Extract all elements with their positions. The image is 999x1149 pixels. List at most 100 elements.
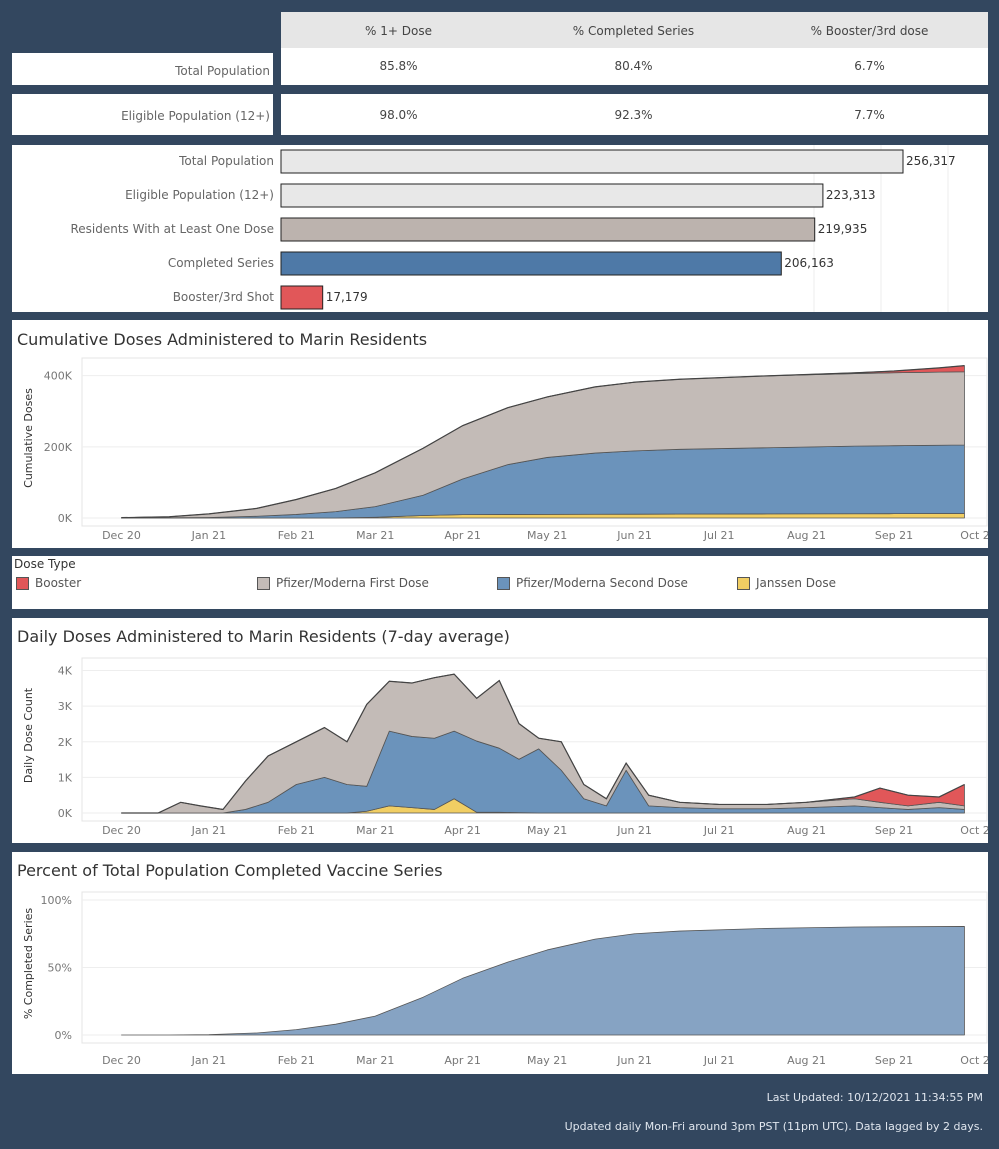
legend-item-first-dose[interactable]: Pfizer/Moderna First Dose xyxy=(257,576,429,590)
completed-title: Percent of Total Population Completed Va… xyxy=(17,861,443,880)
daily-panel: Daily Doses Administered to Marin Reside… xyxy=(12,618,988,843)
y-tick-label: 0K xyxy=(58,512,73,525)
legend-item-janssen[interactable]: Janssen Dose xyxy=(737,576,836,590)
x-tick-label: Jul 21 xyxy=(703,1054,735,1067)
x-tick-label: May 21 xyxy=(527,529,567,542)
x-tick-label: Dec 20 xyxy=(102,1054,141,1067)
cumulative-chart: 0K 200K 400K Cumulative Doses Dec 20 Jan 21 Fe… xyxy=(22,357,988,542)
x-tick-label: Apr 21 xyxy=(444,1054,481,1067)
last-updated: Last Updated: 10/12/2021 11:34:55 PM xyxy=(766,1091,983,1104)
total-1dose-value: 85.8% xyxy=(379,59,418,73)
legend-label-janssen: Janssen Dose xyxy=(756,576,837,590)
x-tick-label: Feb 21 xyxy=(278,824,315,837)
total-outline xyxy=(121,365,965,519)
y-tick-label: 1K xyxy=(58,771,73,784)
x-tick-label: Jul 21 xyxy=(703,529,735,542)
eligible-booster-value: 7.7% xyxy=(854,108,885,122)
daily-chart: 0K 1K 2K 3K 4K Daily Dose Count Dec 20 Jan 21 Fe… xyxy=(22,657,988,837)
counts-bar-chart: Total Population 256,317 Eligible Populati… xyxy=(70,145,956,312)
legend-item-second-dose[interactable]: Pfizer/Moderna Second Dose xyxy=(497,576,688,590)
bar-label: Total Population xyxy=(178,154,274,168)
y-tick-label: 400K xyxy=(44,370,73,383)
bar-label: Eligible Population (12+) xyxy=(125,188,274,202)
x-tick-label: Mar 21 xyxy=(356,824,394,837)
y-axis-label: Daily Dose Count xyxy=(22,687,35,783)
x-tick-label: Sep 21 xyxy=(875,824,913,837)
x-tick-label: Mar 21 xyxy=(356,1054,394,1067)
booster-swatch xyxy=(16,576,29,590)
eligible-1dose-value: 98.0% xyxy=(379,108,418,122)
x-tick-label: Feb 21 xyxy=(278,529,315,542)
y-tick-label: 50% xyxy=(48,962,72,975)
x-tick-label: Aug 21 xyxy=(787,1054,826,1067)
x-tick-label: Jun 21 xyxy=(616,529,652,542)
y-tick-label: 0K xyxy=(58,807,73,820)
summary-header: % 1+ Dose % Completed Series % Booster/3… xyxy=(281,12,988,48)
col-header-booster: % Booster/3rd dose xyxy=(810,24,929,38)
summary-row-eligible-label-box: Eligible Population (12+) xyxy=(12,94,273,135)
bar-value-label: 223,313 xyxy=(826,188,876,202)
bar xyxy=(280,285,324,310)
x-tick-label: Oct 21 xyxy=(960,529,988,542)
x-tick-label: Dec 20 xyxy=(102,824,141,837)
completed-chart: 0% 50% 100% % Completed Series Dec 20 Jan 21 F… xyxy=(22,891,988,1067)
counts-panel: Total Population 256,317 Eligible Populati… xyxy=(12,145,988,312)
x-tick-label: Jul 21 xyxy=(703,824,735,837)
second-dose-swatch xyxy=(497,576,510,590)
legend-item-booster[interactable]: Booster xyxy=(16,576,81,590)
y-tick-label: 200K xyxy=(44,441,73,454)
daily-title: Daily Doses Administered to Marin Reside… xyxy=(17,627,510,646)
col-header-completed: % Completed Series xyxy=(572,24,695,38)
y-tick-label: 2K xyxy=(58,736,73,749)
dose-type-legend: Dose Type Booster Pfizer/Moderna First D… xyxy=(12,556,988,609)
bar-label: Completed Series xyxy=(168,256,274,270)
y-tick-label: 4K xyxy=(58,665,73,678)
series-area xyxy=(121,926,965,1036)
summary-row-total: 85.8% 80.4% 6.7% xyxy=(281,48,988,85)
first-dose-swatch xyxy=(257,576,270,590)
bar-value-label: 219,935 xyxy=(818,222,868,236)
x-tick-label: Jun 21 xyxy=(616,824,652,837)
janssen-swatch xyxy=(737,576,750,590)
bar-value-label: 256,317 xyxy=(906,154,956,168)
y-tick-label: 100% xyxy=(41,894,72,907)
legend-label-second-dose: Pfizer/Moderna Second Dose xyxy=(516,576,688,590)
x-tick-label: Jan 21 xyxy=(191,1054,226,1067)
bar xyxy=(280,251,782,276)
x-tick-label: Sep 21 xyxy=(875,1054,913,1067)
x-tick-label: Dec 20 xyxy=(102,529,141,542)
legend-label-first-dose: Pfizer/Moderna First Dose xyxy=(276,576,429,590)
x-tick-label: Jun 21 xyxy=(616,1054,652,1067)
bar-value-label: 206,163 xyxy=(784,256,834,270)
x-tick-label: Mar 21 xyxy=(356,529,394,542)
summary-row-total-label-box: Total Population xyxy=(12,53,273,85)
y-axis-label: Cumulative Doses xyxy=(22,388,35,488)
x-tick-label: Jan 21 xyxy=(191,824,226,837)
total-outline xyxy=(121,673,965,814)
bar-value-label: 17,179 xyxy=(326,290,368,304)
cumulative-panel: Cumulative Doses Administered to Marin R… xyxy=(12,320,988,548)
row-label-total-population: Total Population xyxy=(175,64,270,78)
completed-panel: Percent of Total Population Completed Va… xyxy=(12,852,988,1074)
col-header-1dose: % 1+ Dose xyxy=(365,24,432,38)
total-booster-value: 6.7% xyxy=(854,59,885,73)
y-tick-label: 0% xyxy=(55,1029,72,1042)
eligible-completed-value: 92.3% xyxy=(614,108,653,122)
update-note: Updated daily Mon-Fri around 3pm PST (11… xyxy=(564,1120,983,1133)
x-tick-label: Feb 21 xyxy=(278,1054,315,1067)
legend-label-booster: Booster xyxy=(35,576,82,590)
x-tick-label: Sep 21 xyxy=(875,529,913,542)
x-tick-label: Jan 21 xyxy=(191,529,226,542)
x-tick-label: Apr 21 xyxy=(444,529,481,542)
bar xyxy=(280,217,816,242)
bar xyxy=(280,183,824,208)
x-tick-label: Apr 21 xyxy=(444,824,481,837)
cumulative-title: Cumulative Doses Administered to Marin R… xyxy=(17,330,428,349)
x-tick-label: Oct 21 xyxy=(960,824,988,837)
x-tick-label: Aug 21 xyxy=(787,529,826,542)
bar-label: Residents With at Least One Dose xyxy=(70,222,274,236)
bar-label: Booster/3rd Shot xyxy=(173,290,275,304)
x-tick-label: Aug 21 xyxy=(787,824,826,837)
summary-row-eligible: 98.0% 92.3% 7.7% xyxy=(281,94,988,135)
total-completed-value: 80.4% xyxy=(614,59,653,73)
